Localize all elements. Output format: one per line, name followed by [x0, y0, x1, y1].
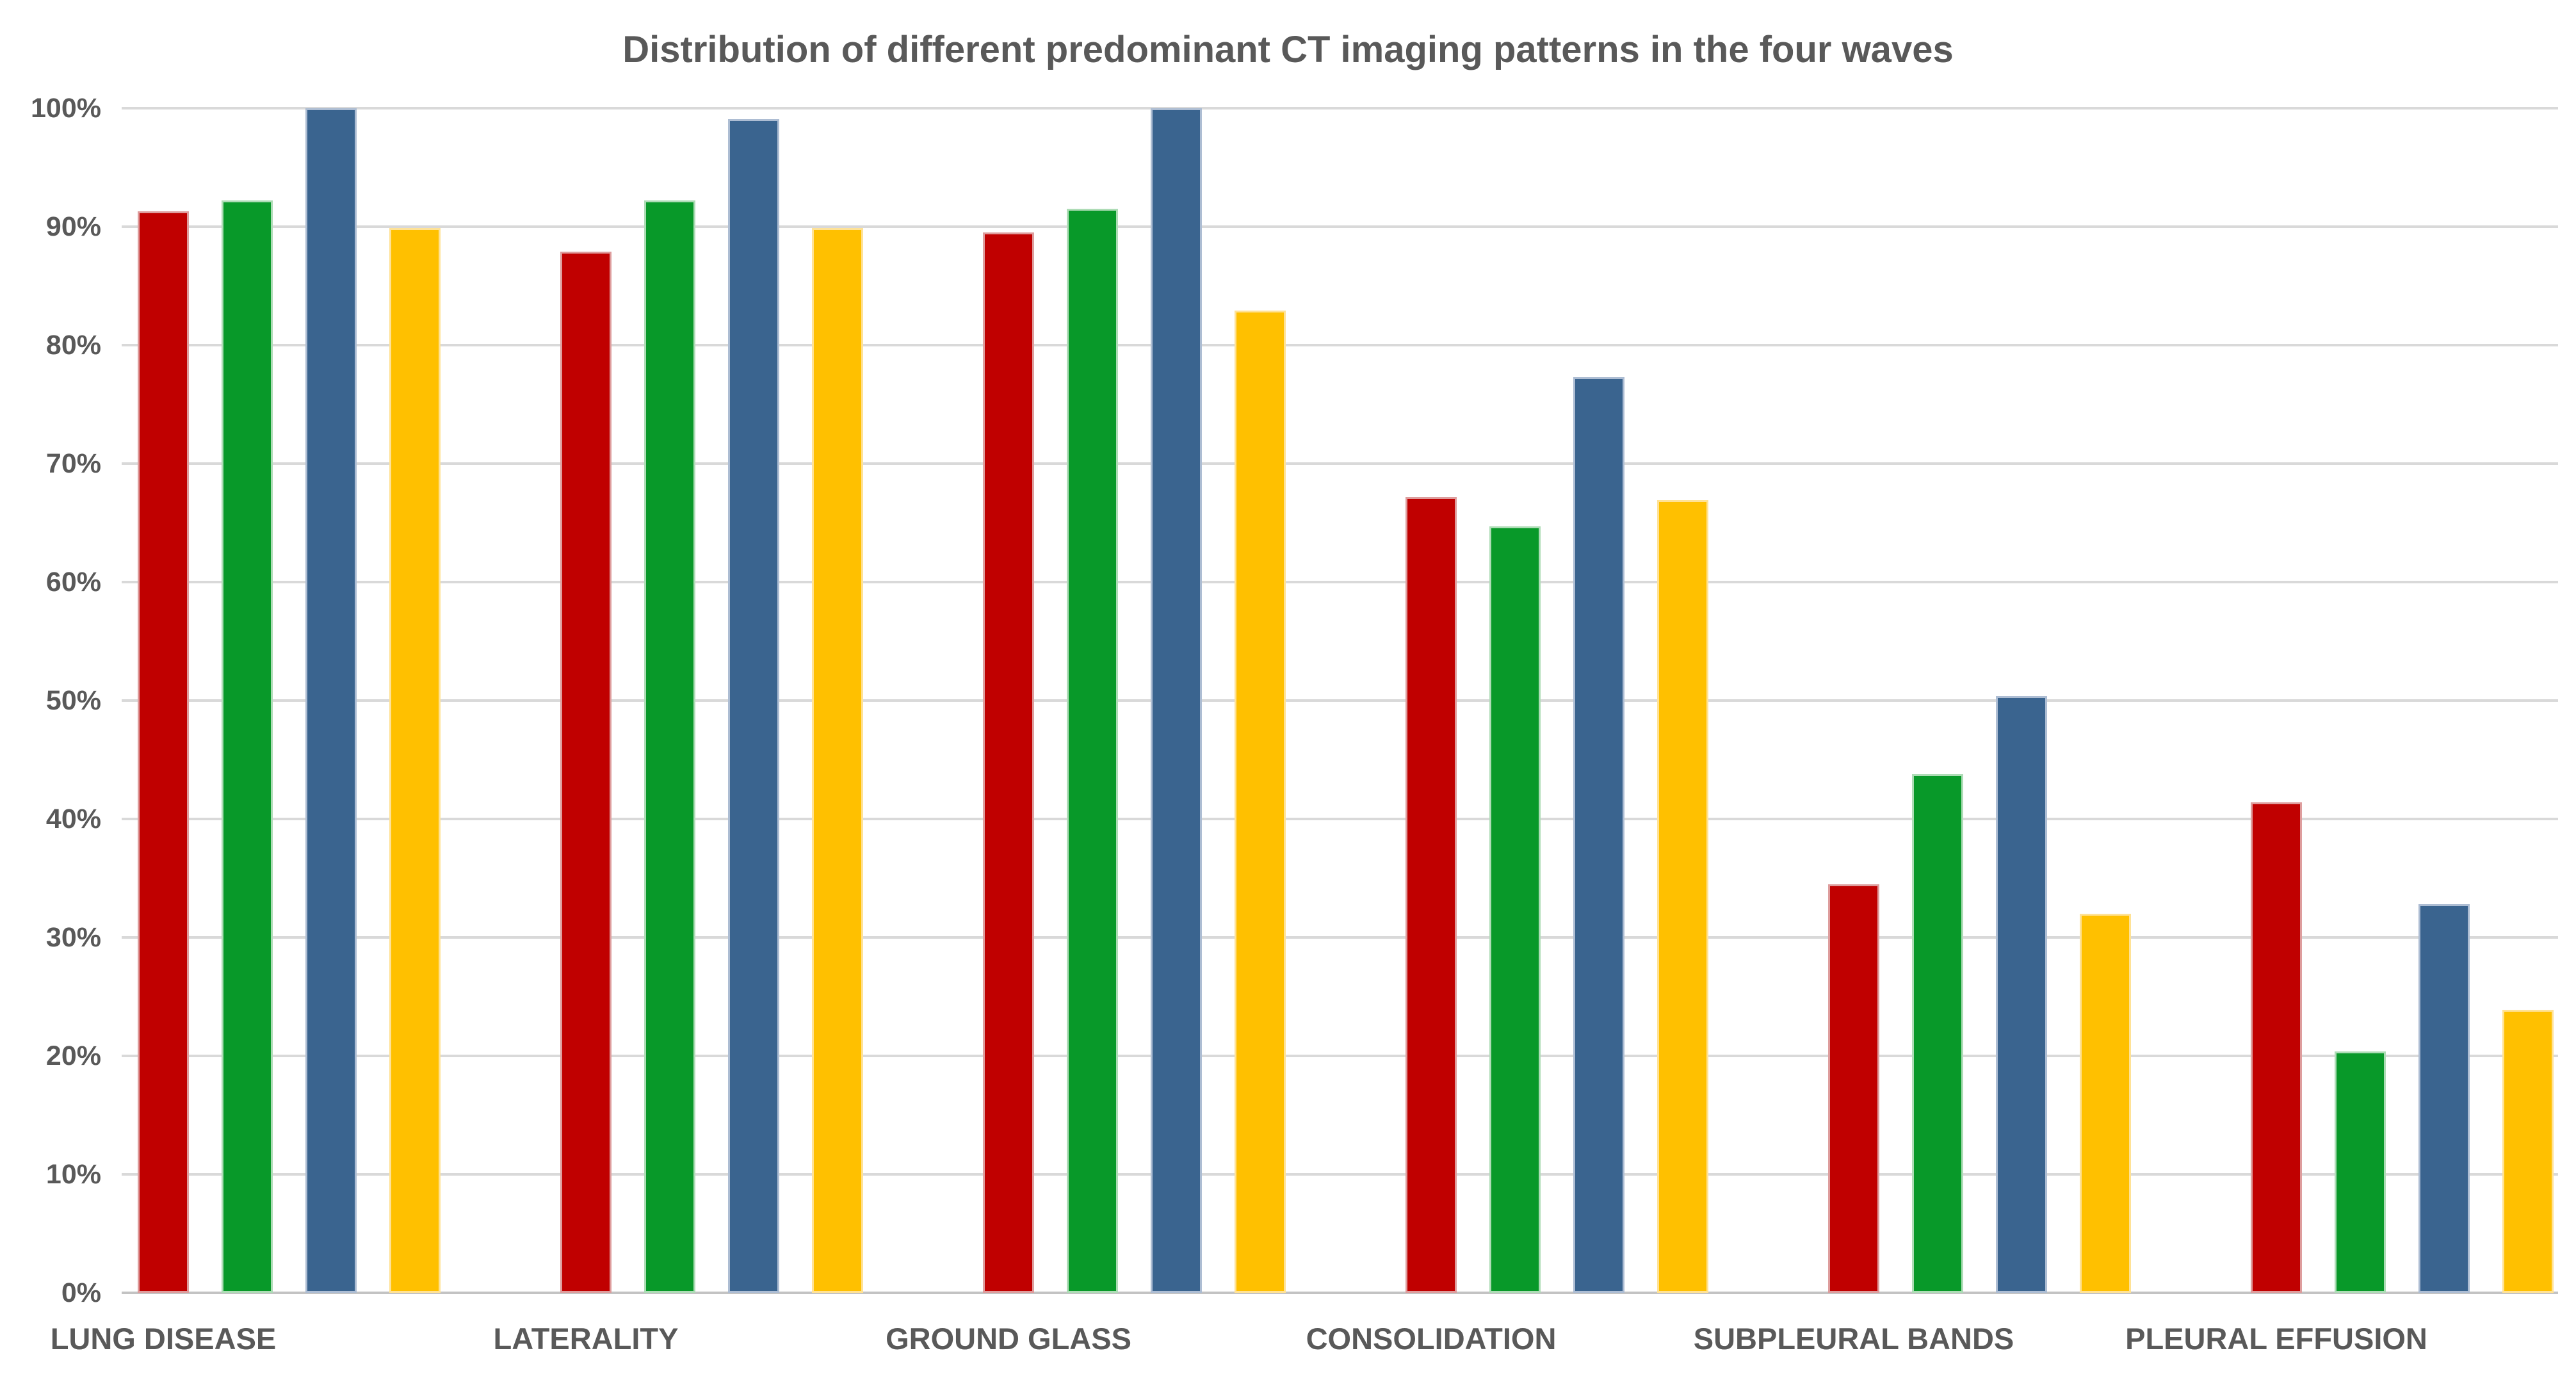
x-category-label: SUBPLEURAL BANDS — [1693, 1322, 2014, 1356]
gridline-90 — [122, 225, 2558, 228]
bar-yellow-consolidation — [1657, 500, 1708, 1293]
bar-red-ground-glass — [983, 232, 1034, 1293]
bar-green-ground-glass — [1067, 209, 1118, 1293]
bar-green-subpleural-bands — [1912, 774, 1963, 1293]
bar-red-lung-disease — [138, 211, 189, 1293]
bar-blue-subpleural-bands — [1996, 695, 2047, 1293]
bar-green-pleural-effusion — [2335, 1051, 2386, 1293]
bar-red-pleural-effusion — [2251, 802, 2302, 1293]
gridline-100 — [122, 107, 2558, 109]
bar-green-consolidation — [1489, 526, 1541, 1293]
gridline-50 — [122, 699, 2558, 702]
chart-title: Distribution of different predominant CT… — [622, 29, 1954, 70]
bar-yellow-lung-disease — [389, 227, 441, 1293]
y-tick-label: 0% — [61, 1277, 101, 1308]
x-category-label: LUNG DISEASE — [50, 1322, 277, 1356]
gridline-40 — [122, 818, 2558, 820]
y-tick-label: 20% — [45, 1041, 101, 1071]
gridline-30 — [122, 936, 2558, 939]
y-tick-label: 80% — [45, 330, 101, 361]
y-tick-label: 40% — [45, 804, 101, 834]
x-category-label: CONSOLIDATION — [1306, 1322, 1557, 1356]
x-category-label: LATERALITY — [493, 1322, 679, 1356]
gridline-60 — [122, 581, 2558, 583]
gridline-80 — [122, 344, 2558, 346]
gridline-70 — [122, 462, 2558, 465]
x-category-label: PLEURAL EFFUSION — [2125, 1322, 2427, 1356]
y-tick-label: 100% — [31, 93, 101, 124]
bar-yellow-laterality — [812, 227, 863, 1293]
bar-red-laterality — [560, 251, 612, 1293]
gridline-10 — [122, 1173, 2558, 1176]
bar-red-consolidation — [1405, 496, 1457, 1293]
bar-yellow-ground-glass — [1235, 311, 1286, 1293]
bar-yellow-subpleural-bands — [2080, 914, 2131, 1293]
bar-green-laterality — [644, 200, 695, 1293]
y-tick-label: 50% — [45, 685, 101, 716]
x-axis-baseline — [122, 1292, 2558, 1294]
bar-green-lung-disease — [222, 200, 273, 1293]
bar-red-subpleural-bands — [1828, 884, 1879, 1293]
y-tick-label: 10% — [45, 1159, 101, 1190]
bar-blue-pleural-effusion — [2418, 904, 2470, 1293]
bar-yellow-pleural-effusion — [2502, 1009, 2554, 1293]
y-tick-label: 60% — [45, 567, 101, 597]
gridline-20 — [122, 1055, 2558, 1057]
x-category-label: GROUND GLASS — [886, 1322, 1131, 1356]
y-tick-label: 70% — [45, 448, 101, 479]
y-tick-label: 90% — [45, 211, 101, 242]
bar-blue-lung-disease — [305, 108, 357, 1293]
y-tick-label: 30% — [45, 922, 101, 953]
bar-blue-consolidation — [1573, 377, 1624, 1293]
bar-blue-ground-glass — [1151, 108, 1202, 1293]
bar-blue-laterality — [728, 118, 779, 1293]
